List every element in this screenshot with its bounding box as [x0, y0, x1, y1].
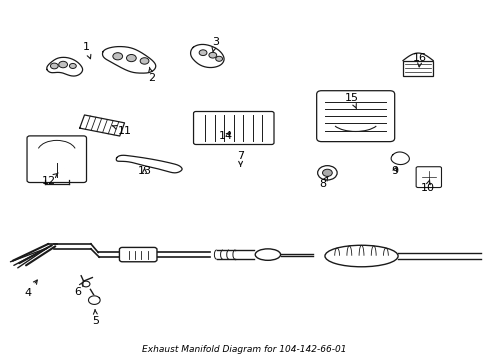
Polygon shape — [47, 57, 82, 76]
Text: 12: 12 — [41, 173, 58, 186]
Text: 3: 3 — [211, 37, 218, 53]
Ellipse shape — [325, 245, 397, 267]
Polygon shape — [80, 115, 124, 136]
FancyBboxPatch shape — [27, 136, 86, 183]
Circle shape — [317, 166, 336, 180]
Text: 5: 5 — [92, 310, 99, 325]
Circle shape — [69, 63, 76, 68]
Text: 7: 7 — [237, 150, 244, 166]
Text: 10: 10 — [420, 180, 433, 193]
Circle shape — [113, 53, 122, 60]
Text: 4: 4 — [24, 280, 37, 298]
Text: 9: 9 — [390, 166, 397, 176]
Polygon shape — [88, 296, 100, 305]
Polygon shape — [402, 53, 432, 60]
Circle shape — [59, 61, 67, 68]
Text: 6: 6 — [74, 282, 83, 297]
Text: 15: 15 — [344, 93, 358, 109]
Text: 13: 13 — [137, 166, 151, 176]
Circle shape — [199, 50, 206, 55]
Text: 14: 14 — [219, 131, 233, 141]
Ellipse shape — [255, 249, 280, 260]
Text: 8: 8 — [318, 176, 327, 189]
FancyBboxPatch shape — [119, 247, 157, 262]
FancyBboxPatch shape — [316, 91, 394, 141]
Bar — [402, 60, 432, 76]
Polygon shape — [190, 44, 224, 68]
Circle shape — [215, 56, 222, 61]
FancyBboxPatch shape — [415, 167, 441, 188]
Circle shape — [126, 54, 136, 62]
Circle shape — [322, 169, 331, 176]
Circle shape — [140, 58, 149, 64]
Polygon shape — [390, 152, 408, 165]
Polygon shape — [102, 46, 156, 73]
Text: Exhaust Manifold Diagram for 104-142-66-01: Exhaust Manifold Diagram for 104-142-66-… — [142, 345, 346, 354]
Text: 1: 1 — [82, 42, 91, 59]
FancyBboxPatch shape — [193, 112, 273, 144]
Circle shape — [50, 63, 58, 69]
Text: 11: 11 — [112, 126, 132, 135]
Text: 16: 16 — [412, 53, 426, 67]
Polygon shape — [116, 155, 182, 173]
Text: 2: 2 — [148, 67, 155, 83]
Circle shape — [208, 52, 216, 58]
